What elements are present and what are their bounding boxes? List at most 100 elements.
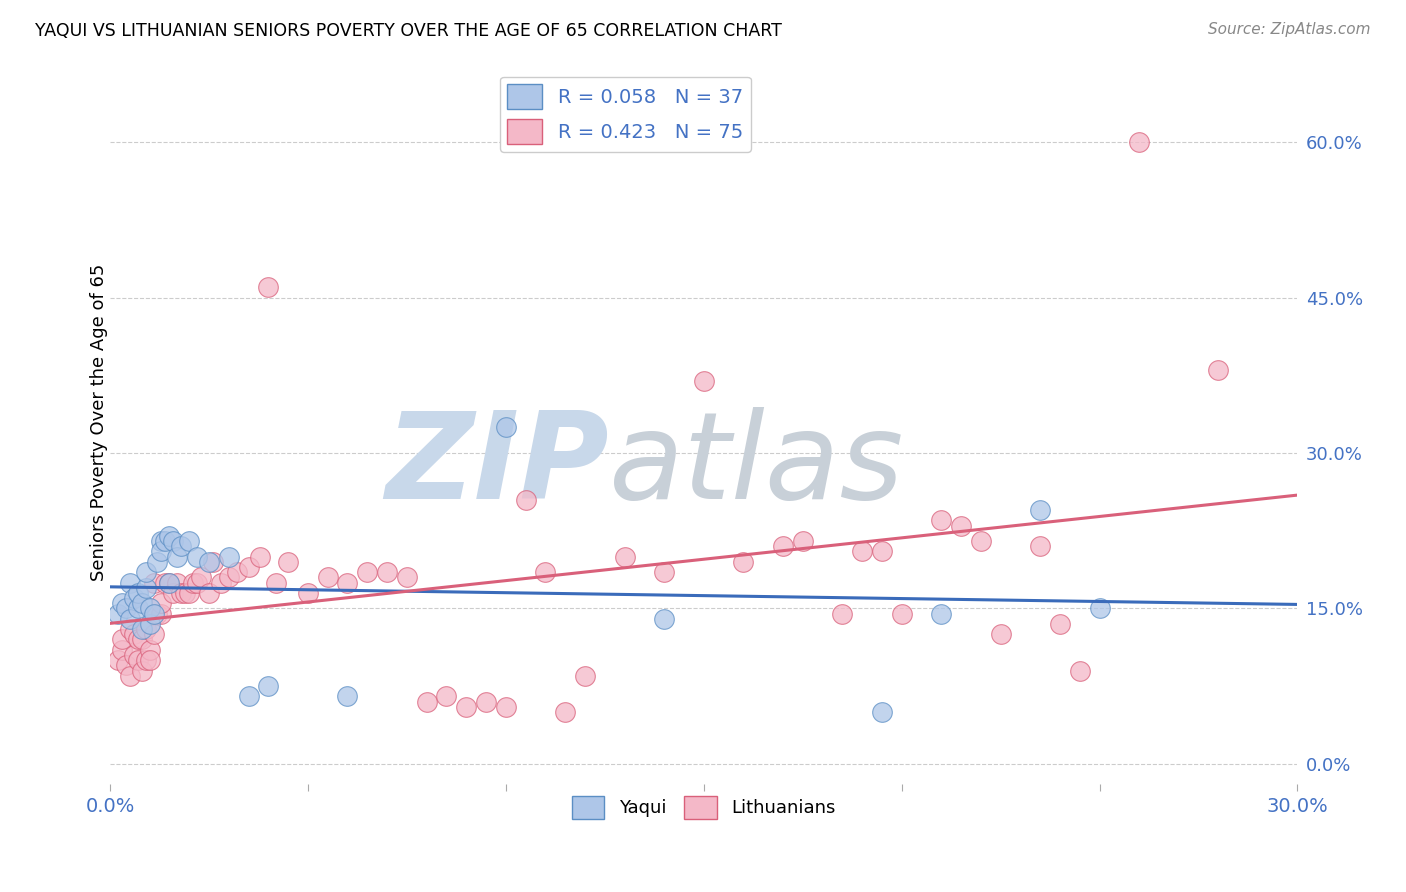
Point	[395, 570, 418, 584]
Point	[131, 664, 153, 678]
Point	[118, 612, 141, 626]
Point	[693, 374, 716, 388]
Point	[186, 549, 208, 564]
Text: YAQUI VS LITHUANIAN SENIORS POVERTY OVER THE AGE OF 65 CORRELATION CHART: YAQUI VS LITHUANIAN SENIORS POVERTY OVER…	[35, 22, 782, 40]
Point	[150, 596, 173, 610]
Point	[118, 622, 141, 636]
Point	[201, 555, 224, 569]
Point	[534, 565, 557, 579]
Point	[157, 575, 180, 590]
Point	[118, 575, 141, 590]
Point	[495, 699, 517, 714]
Point	[198, 586, 221, 600]
Point	[890, 607, 912, 621]
Point	[135, 581, 157, 595]
Point	[150, 607, 173, 621]
Point	[297, 586, 319, 600]
Point	[107, 653, 129, 667]
Point	[336, 575, 359, 590]
Point	[162, 534, 184, 549]
Point	[851, 544, 873, 558]
Point	[155, 575, 177, 590]
Point	[146, 555, 169, 569]
Point	[198, 555, 221, 569]
Point	[114, 601, 136, 615]
Point	[436, 690, 458, 704]
Point	[138, 616, 160, 631]
Point	[155, 534, 177, 549]
Point	[142, 627, 165, 641]
Point	[135, 622, 157, 636]
Point	[1029, 539, 1052, 553]
Point	[415, 695, 437, 709]
Point	[174, 586, 197, 600]
Point	[135, 565, 157, 579]
Point	[170, 539, 193, 553]
Point	[238, 690, 260, 704]
Point	[792, 534, 814, 549]
Point	[257, 679, 280, 693]
Point	[138, 601, 160, 615]
Point	[257, 280, 280, 294]
Text: atlas: atlas	[609, 407, 904, 524]
Point	[733, 555, 755, 569]
Point	[264, 575, 287, 590]
Point	[336, 690, 359, 704]
Point	[970, 534, 993, 549]
Point	[179, 586, 201, 600]
Point	[1049, 616, 1071, 631]
Point	[157, 575, 180, 590]
Point	[929, 607, 952, 621]
Point	[131, 632, 153, 647]
Point	[249, 549, 271, 564]
Point	[515, 492, 537, 507]
Point	[179, 534, 201, 549]
Point	[181, 575, 204, 590]
Point	[166, 575, 188, 590]
Point	[162, 586, 184, 600]
Point	[356, 565, 378, 579]
Point	[1128, 136, 1150, 150]
Point	[1206, 363, 1229, 377]
Point	[209, 575, 232, 590]
Point	[142, 607, 165, 621]
Legend: Yaqui, Lithuanians: Yaqui, Lithuanians	[565, 789, 842, 826]
Point	[122, 591, 145, 605]
Point	[142, 575, 165, 590]
Point	[122, 627, 145, 641]
Point	[929, 513, 952, 527]
Point	[118, 669, 141, 683]
Point	[135, 653, 157, 667]
Point	[157, 529, 180, 543]
Point	[574, 669, 596, 683]
Point	[652, 612, 675, 626]
Point	[870, 705, 893, 719]
Point	[166, 549, 188, 564]
Text: Source: ZipAtlas.com: Source: ZipAtlas.com	[1208, 22, 1371, 37]
Point	[1088, 601, 1111, 615]
Point	[831, 607, 853, 621]
Point	[127, 586, 149, 600]
Point	[122, 648, 145, 662]
Point	[218, 549, 240, 564]
Point	[111, 642, 134, 657]
Y-axis label: Seniors Poverty Over the Age of 65: Seniors Poverty Over the Age of 65	[90, 263, 108, 581]
Point	[218, 570, 240, 584]
Point	[613, 549, 636, 564]
Point	[107, 607, 129, 621]
Point	[949, 518, 972, 533]
Point	[456, 699, 478, 714]
Point	[111, 596, 134, 610]
Point	[138, 653, 160, 667]
Point	[127, 653, 149, 667]
Point	[127, 601, 149, 615]
Point	[146, 607, 169, 621]
Point	[111, 632, 134, 647]
Point	[150, 534, 173, 549]
Point	[1069, 664, 1091, 678]
Point	[1029, 503, 1052, 517]
Point	[316, 570, 339, 584]
Point	[870, 544, 893, 558]
Point	[225, 565, 247, 579]
Point	[190, 570, 212, 584]
